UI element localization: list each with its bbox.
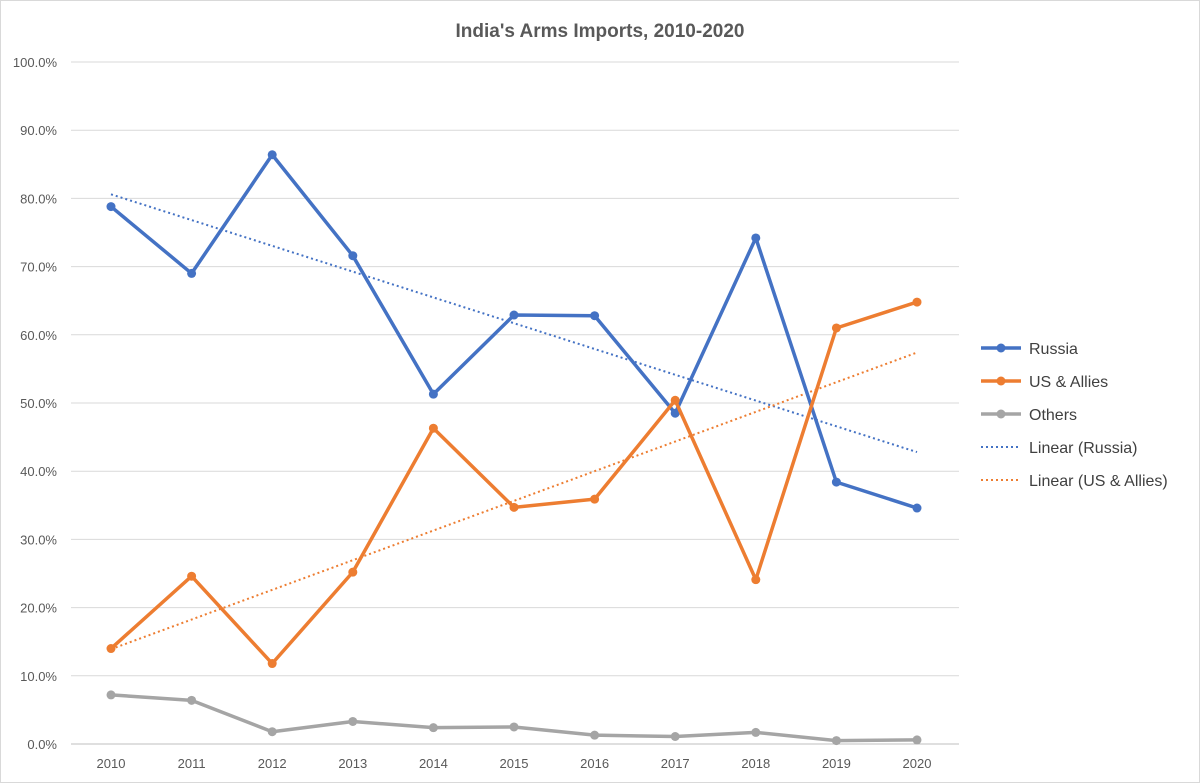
legend-marker — [996, 343, 1006, 353]
x-tick-label: 2014 — [419, 756, 448, 771]
data-point — [831, 323, 841, 333]
y-tick-label: 80.0% — [20, 191, 57, 206]
x-tick-label: 2015 — [500, 756, 529, 771]
data-point — [912, 297, 922, 307]
data-point — [831, 477, 841, 487]
chart-title: India's Arms Imports, 2010-2020 — [456, 21, 745, 42]
x-tick-label: 2011 — [178, 756, 206, 771]
data-point — [348, 716, 358, 726]
y-tick-label: 10.0% — [20, 669, 57, 684]
x-tick-label: 2020 — [903, 756, 932, 771]
data-point — [912, 503, 922, 513]
x-tick-label: 2018 — [741, 756, 770, 771]
legend: Russia US & Allies Others Linear (Russia) Li… — [981, 341, 1168, 490]
x-tick-label: 2016 — [580, 756, 609, 771]
legend-marker — [996, 376, 1006, 386]
data-point — [670, 395, 680, 405]
legend-label: Linear (Russia) — [1029, 440, 1137, 457]
data-point — [187, 268, 197, 278]
data-point — [106, 690, 116, 700]
legend-label: Linear (US & Allies) — [1029, 473, 1168, 490]
data-point — [751, 233, 761, 243]
x-tick-label: 2013 — [338, 756, 367, 771]
series-line — [109, 693, 919, 743]
data-point — [509, 502, 519, 512]
y-tick-label: 40.0% — [20, 464, 57, 479]
x-tick-label: 2019 — [822, 756, 851, 771]
data-point — [751, 575, 761, 585]
y-tick-label: 30.0% — [20, 532, 57, 547]
data-point — [348, 251, 358, 261]
data-point — [831, 736, 841, 746]
gridlines — [71, 61, 959, 745]
legend-label: Russia — [1029, 341, 1078, 358]
legend-label: Others — [1029, 407, 1077, 424]
data-point — [428, 723, 438, 733]
data-point — [106, 202, 116, 212]
x-axis: 2010 2011 2012 2013 2014 2015 2016 2017 2018 2019… — [97, 756, 932, 771]
y-tick-label: 100.0% — [13, 55, 58, 70]
trendline — [110, 193, 918, 454]
x-tick-label: 2010 — [97, 756, 126, 771]
trendlines — [110, 193, 918, 651]
data-point — [187, 695, 197, 705]
data-point — [912, 735, 922, 745]
y-tick-label: 70.0% — [20, 260, 57, 275]
data-point — [428, 389, 438, 399]
y-tick-label: 50.0% — [20, 396, 57, 411]
data-point — [590, 730, 600, 740]
trendline — [110, 351, 918, 651]
data-point — [509, 722, 519, 732]
y-axis: 0.0% 10.0% 20.0% 30.0% 40.0% 50.0% 60.0% 70.0% 8… — [13, 55, 58, 752]
data-point — [348, 567, 358, 577]
data-point — [670, 408, 680, 418]
y-tick-label: 60.0% — [20, 328, 57, 343]
y-tick-label: 90.0% — [20, 123, 57, 138]
data-point — [751, 727, 761, 737]
x-tick-label: 2017 — [661, 756, 690, 771]
data-point — [670, 731, 680, 741]
data-point — [590, 494, 600, 504]
x-tick-label: 2012 — [258, 756, 287, 771]
data-point — [267, 150, 277, 160]
data-point — [428, 423, 438, 433]
y-tick-label: 0.0% — [27, 737, 57, 752]
data-point — [590, 311, 600, 321]
data-point — [106, 644, 116, 654]
legend-label: US & Allies — [1029, 374, 1108, 391]
data-point — [509, 310, 519, 320]
data-point — [267, 727, 277, 737]
series-lines — [106, 150, 922, 746]
y-tick-label: 20.0% — [20, 601, 57, 616]
data-point — [267, 659, 277, 669]
legend-marker — [996, 409, 1006, 419]
data-point — [187, 571, 197, 581]
